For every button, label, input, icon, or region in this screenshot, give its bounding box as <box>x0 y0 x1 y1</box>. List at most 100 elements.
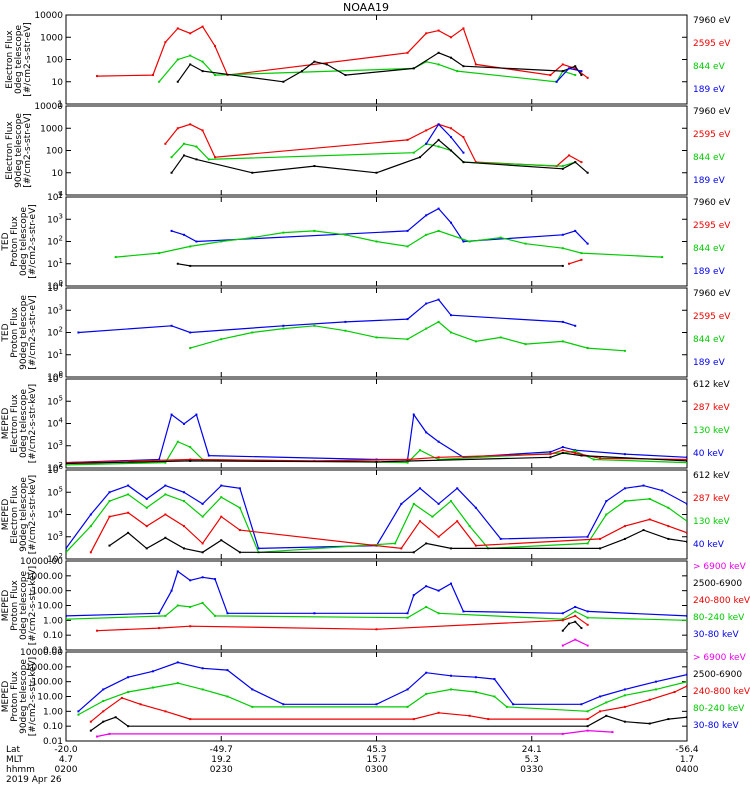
data-point <box>89 729 92 732</box>
y-tick-label: 10000.00 <box>20 557 63 567</box>
data-point <box>425 692 428 695</box>
data-point <box>164 710 167 713</box>
data-point <box>437 123 440 126</box>
data-point <box>686 459 687 462</box>
y-axis-label-line: MEPED <box>1 408 11 440</box>
legend-entry: 7960 eV <box>693 16 731 26</box>
panel-frame <box>65 378 688 469</box>
data-point <box>561 167 564 170</box>
legend-entry: 612 keV <box>693 471 730 481</box>
data-point <box>654 688 657 691</box>
y-tick-label: 0.01 <box>43 646 63 656</box>
series-line <box>171 207 589 245</box>
data-point <box>450 500 453 503</box>
data-point <box>561 612 564 615</box>
data-point <box>425 60 428 63</box>
y-tick-label: 105 <box>47 485 63 498</box>
legend-entry: 612 keV <box>693 380 730 390</box>
data-point <box>462 456 465 459</box>
plot-title: NOAA19 <box>343 1 389 14</box>
x-tick-label: 19.2 <box>211 755 231 765</box>
series-group <box>77 661 687 738</box>
data-point <box>108 515 111 518</box>
legend-entry: 2595 eV <box>693 221 731 231</box>
y-tick-label: 10.00 <box>37 602 63 612</box>
y-tick-label: 10 <box>52 169 64 179</box>
data-point <box>282 231 285 234</box>
data-point <box>425 214 428 217</box>
legend-entry: 189 eV <box>693 267 726 277</box>
data-point <box>251 171 254 174</box>
data-point <box>561 63 564 66</box>
y-axis-label-line: 90deg telescope <box>19 659 29 734</box>
data-point <box>251 705 254 708</box>
series-line <box>90 685 687 723</box>
data-point <box>189 579 192 582</box>
legend-entry: 2500-6900 <box>693 670 742 680</box>
data-point <box>313 165 316 168</box>
y-tick-label: 103 <box>47 212 63 225</box>
data-point <box>406 245 409 248</box>
panel-6: 102 103 104 105 106 MEPED Electron Flux 90deg t… <box>1 463 730 565</box>
data-point <box>605 701 608 704</box>
data-point <box>425 605 428 608</box>
y-tick-label: 100.00 <box>32 587 64 597</box>
data-point <box>164 493 167 496</box>
data-point <box>182 422 185 425</box>
data-point <box>170 589 173 592</box>
data-point <box>623 537 626 540</box>
y-axis-label-line: 0deg telescope <box>14 25 24 95</box>
series-group <box>66 570 687 647</box>
legend-entry: 287 keV <box>693 494 730 504</box>
data-point <box>437 502 440 505</box>
x-tick-label: -56.4 <box>675 745 699 755</box>
data-point <box>127 511 130 514</box>
data-point <box>220 515 223 518</box>
data-point <box>437 589 440 592</box>
data-point <box>499 537 502 540</box>
data-point <box>450 331 453 334</box>
data-point <box>561 619 564 622</box>
data-point <box>164 461 167 464</box>
data-point <box>425 233 428 236</box>
data-point <box>195 158 198 161</box>
data-point <box>176 661 179 664</box>
legend-entry: 30-80 keV <box>693 721 739 731</box>
data-point <box>654 680 657 683</box>
data-point <box>686 716 687 719</box>
data-point <box>282 703 285 706</box>
x-tick-label: 0330 <box>520 765 543 775</box>
x-tick-label: 1.7 <box>680 755 694 765</box>
y-tick-label: 101 <box>47 257 63 270</box>
data-point <box>412 151 415 154</box>
data-point <box>220 338 223 341</box>
y-tick-label: 1 <box>57 100 63 110</box>
data-point <box>474 544 477 547</box>
series-line <box>66 440 687 466</box>
data-point <box>102 720 105 723</box>
data-point <box>201 601 204 604</box>
data-point <box>425 671 428 674</box>
data-point <box>462 240 465 243</box>
panel-3: 100 101 102 103 104 TED Proton Flux 0deg telesc… <box>1 190 731 292</box>
legend-entry: 80-240 keV <box>693 704 745 714</box>
data-point <box>586 76 589 79</box>
data-point <box>182 142 185 145</box>
data-point <box>201 129 204 132</box>
series-line <box>96 729 613 738</box>
data-point <box>456 487 459 490</box>
data-point <box>127 725 130 728</box>
data-point <box>313 324 316 327</box>
data-point <box>195 145 198 148</box>
y-axis-label-line: [#/cm2-s-str-keV] <box>28 475 38 554</box>
data-point <box>201 60 204 63</box>
data-point <box>145 506 148 509</box>
legend-entry: 2595 eV <box>693 312 731 322</box>
data-point <box>623 688 626 691</box>
data-point <box>450 127 453 130</box>
data-point <box>102 710 105 713</box>
data-point <box>164 513 167 516</box>
data-point <box>437 145 440 148</box>
y-tick-label: 1000.00 <box>26 572 63 582</box>
